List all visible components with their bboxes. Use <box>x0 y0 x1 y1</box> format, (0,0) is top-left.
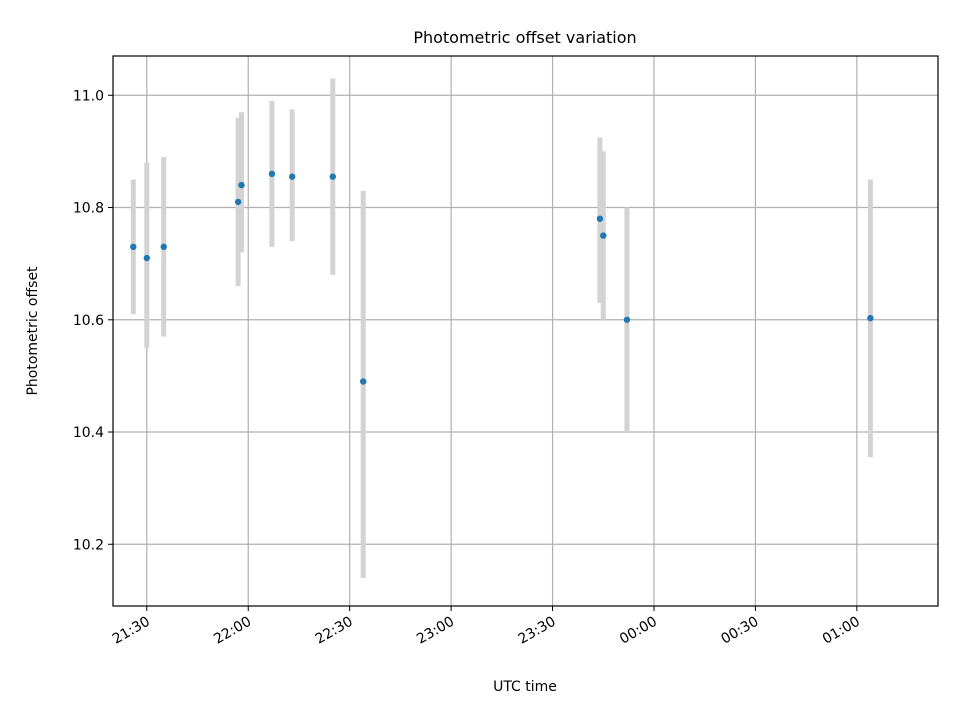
ticks: 10.2 10.4 10.6 10.8 11.0 21:30 22:00 22:30 23:00… <box>73 88 863 647</box>
y-axis-label: Photometric offset <box>25 266 41 396</box>
y-tick-label: 11.0 <box>73 88 104 104</box>
data-point <box>360 378 367 385</box>
x-tick-label: 00:30 <box>718 614 761 648</box>
data-point <box>600 232 607 239</box>
data-point <box>289 173 296 180</box>
data-point <box>234 198 242 206</box>
y-tick-label: 10.6 <box>73 313 104 329</box>
error-bars <box>130 78 873 578</box>
plot-frame <box>112 55 939 607</box>
x-tick-label: 23:00 <box>414 614 457 648</box>
data-point <box>130 243 137 251</box>
data-point <box>160 243 167 251</box>
y-tick-label: 10.4 <box>73 425 104 441</box>
chart-title: Photometric offset variation <box>413 28 636 47</box>
x-tick-label: 21:30 <box>110 614 153 648</box>
data-point <box>623 316 631 323</box>
data-point <box>238 181 245 189</box>
data-point <box>867 314 874 322</box>
data-point <box>596 215 604 222</box>
data-point <box>329 173 336 180</box>
y-tick-label: 10.2 <box>73 537 104 553</box>
y-tick-label: 10.8 <box>73 201 104 217</box>
data-point <box>268 170 276 178</box>
data-point <box>143 254 151 262</box>
x-tick-label: 00:00 <box>617 614 660 648</box>
x-tick-label: 01:00 <box>820 614 863 648</box>
data-points <box>130 170 874 385</box>
x-tick-label: 22:00 <box>211 614 254 648</box>
x-axis-label: UTC time <box>493 679 557 695</box>
x-tick-label: 22:30 <box>313 614 356 648</box>
x-tick-label: 23:30 <box>516 614 559 648</box>
